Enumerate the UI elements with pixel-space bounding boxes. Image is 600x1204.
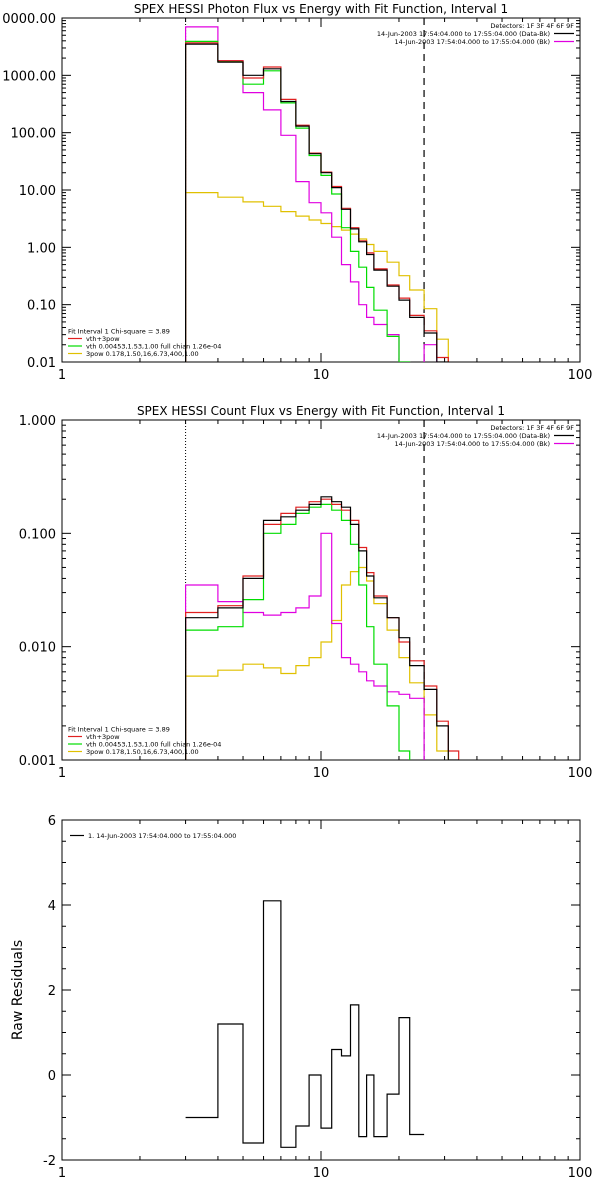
series-vth-line — [186, 41, 449, 419]
series-3pow-line — [186, 193, 449, 367]
y-tick-label: 0.10 — [27, 299, 56, 314]
series-data-line — [186, 901, 425, 1148]
x-tick-label: 100 — [568, 766, 593, 781]
chart-panel-1: SPEX HESSI Photon Flux vs Energy with Fi… — [2, 2, 592, 419]
y-tick-label: 0.010 — [19, 641, 56, 656]
x-tick-label: 1 — [58, 766, 66, 781]
y-tick-label: 0.001 — [19, 754, 56, 769]
legend-entry: 3pow 0.178,1.50,16,6.73,400,1.00 — [86, 748, 199, 756]
plot-frame — [62, 18, 580, 362]
y-tick-label: 1.00 — [27, 241, 56, 256]
legend-entry: 1. 14-Jun-2003 17:54:04.000 to 17:55:04.… — [88, 832, 236, 840]
legend-entry: Detectors: 1F 3F 4F 6F 9F — [490, 424, 574, 432]
series-background-line — [186, 533, 459, 873]
y-tick-label: 100.00 — [11, 127, 57, 142]
legend-entry: 3pow 0.178,1.50,16,6.73,400,1.00 — [86, 350, 199, 358]
x-tick-label: 10 — [313, 368, 330, 383]
x-tick-label: 1 — [58, 368, 66, 383]
chart-title: SPEX HESSI Count Flux vs Energy with Fit… — [137, 404, 505, 418]
y-tick-label: 0000.00 — [2, 12, 56, 27]
series-vth-line — [186, 504, 459, 907]
y-tick-label: -2 — [43, 1154, 56, 1169]
x-tick-label: 10 — [313, 1166, 330, 1181]
legend-entry: 14-Jun-2003 17:54:04.000 to 17:55:04.000… — [395, 38, 550, 46]
legend-bottom-left: Fit Interval 1 Chi-square = 3.89vth+3pow… — [68, 328, 221, 359]
y-tick-label: 6 — [48, 814, 56, 829]
y-tick-label: 0.01 — [27, 356, 56, 371]
series-total-fit-line — [186, 43, 449, 367]
legend-bottom-left: Fit Interval 1 Chi-square = 3.89vth+3pow… — [68, 726, 221, 757]
series-data-line — [186, 497, 459, 765]
legend-top-left: 1. 14-Jun-2003 17:54:04.000 to 17:55:04.… — [70, 832, 236, 840]
x-tick-label: 10 — [313, 766, 330, 781]
y-axis-label: Raw Residuals — [10, 940, 26, 1040]
series-3pow-line — [186, 568, 459, 766]
chart-panel-3: 1 10 100 -2 0 2 4 6 Raw Residuals 1. 14-Jun-2003 … — [10, 814, 592, 1181]
chart-title: SPEX HESSI Photon Flux vs Energy with Fi… — [134, 2, 508, 16]
legend-entry: 14-Jun-2003 17:54:04.000 to 17:55:04.000… — [377, 30, 550, 38]
x-tick-label: 100 — [568, 368, 593, 383]
y-tick-label: 1.000 — [19, 414, 56, 429]
legend-entry: Detectors: 1F 3F 4F 6F 9F — [490, 22, 574, 30]
x-tick-label: 100 — [568, 1166, 593, 1181]
y-tick-label: 2 — [48, 984, 56, 999]
y-tick-label: 0.100 — [19, 527, 56, 542]
y-tick-label: 10.00 — [19, 184, 56, 199]
series-total-fit-line — [186, 499, 459, 765]
legend-entry: 14-Jun-2003 17:54:04.000 to 17:55:04.000… — [395, 440, 550, 448]
y-tick-label: 4 — [48, 899, 56, 914]
x-tick-label: 1 — [58, 1166, 66, 1181]
series-background-line — [186, 27, 449, 419]
y-tick-label: 1000.00 — [2, 69, 56, 84]
legend-entry: 14-Jun-2003 17:54:04.000 to 17:55:04.000… — [377, 432, 550, 440]
y-tick-label: 0 — [48, 1069, 56, 1084]
series-data-line — [186, 44, 449, 367]
